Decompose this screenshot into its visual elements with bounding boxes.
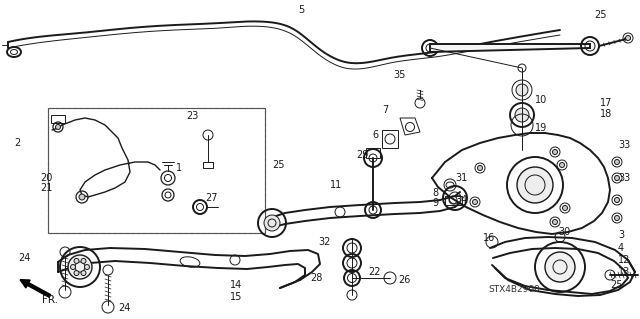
Circle shape	[84, 264, 90, 270]
Circle shape	[614, 175, 620, 181]
Text: 18: 18	[600, 109, 612, 119]
Text: 12: 12	[618, 255, 630, 265]
Circle shape	[517, 167, 553, 203]
Text: 21: 21	[40, 183, 52, 193]
Text: 33: 33	[618, 173, 630, 183]
Circle shape	[614, 197, 620, 203]
Text: 26: 26	[398, 275, 410, 285]
Circle shape	[264, 215, 280, 231]
Circle shape	[625, 35, 630, 41]
Circle shape	[477, 166, 483, 170]
Text: 6: 6	[372, 130, 378, 140]
Circle shape	[74, 258, 79, 263]
Text: 15: 15	[230, 292, 243, 302]
Text: 16: 16	[483, 233, 495, 243]
Text: 25: 25	[272, 160, 285, 170]
Text: 17: 17	[600, 98, 612, 108]
Circle shape	[545, 252, 575, 282]
Text: 11: 11	[330, 180, 342, 190]
FancyArrow shape	[20, 280, 51, 297]
Text: 25: 25	[610, 280, 623, 290]
Polygon shape	[430, 44, 590, 52]
Text: 23: 23	[186, 111, 198, 121]
Text: 20: 20	[40, 173, 52, 183]
Bar	[48, 108, 265, 233]
Text: 25: 25	[594, 10, 607, 20]
Circle shape	[515, 108, 529, 122]
Text: 4: 4	[618, 243, 624, 253]
Text: 35: 35	[393, 70, 405, 80]
Text: 31: 31	[455, 173, 467, 183]
Text: 10: 10	[535, 95, 547, 105]
Circle shape	[56, 124, 61, 130]
Circle shape	[563, 205, 568, 211]
Text: 27: 27	[205, 193, 218, 203]
Text: 24: 24	[18, 253, 30, 263]
Circle shape	[74, 271, 79, 276]
Circle shape	[81, 271, 86, 276]
Circle shape	[81, 258, 86, 263]
Text: 33: 33	[618, 140, 630, 150]
Text: 14: 14	[230, 280, 243, 290]
Circle shape	[472, 199, 477, 204]
Text: 30: 30	[558, 227, 570, 237]
Text: 19: 19	[535, 123, 547, 133]
Text: 28: 28	[310, 273, 323, 283]
Text: 9: 9	[432, 198, 438, 208]
Text: 22: 22	[368, 267, 381, 277]
Text: 1: 1	[176, 163, 182, 173]
Text: 32: 32	[318, 237, 330, 247]
Text: 7: 7	[382, 105, 388, 115]
Text: 5: 5	[298, 5, 304, 15]
Text: 2: 2	[14, 138, 20, 148]
Text: FR.: FR.	[42, 295, 58, 305]
Circle shape	[614, 216, 620, 220]
Text: 3: 3	[618, 230, 624, 240]
Circle shape	[559, 162, 564, 167]
Circle shape	[516, 84, 528, 96]
Text: 34: 34	[455, 195, 467, 205]
Bar	[51, 115, 65, 123]
Circle shape	[68, 255, 92, 279]
Text: 13: 13	[618, 267, 630, 277]
Text: 8: 8	[432, 188, 438, 198]
Circle shape	[70, 264, 76, 270]
Text: 29: 29	[356, 150, 369, 160]
Circle shape	[79, 194, 85, 200]
Text: 24: 24	[118, 303, 131, 313]
Circle shape	[552, 150, 557, 154]
Circle shape	[614, 160, 620, 165]
Text: STX4B2900: STX4B2900	[488, 286, 540, 294]
Circle shape	[552, 219, 557, 225]
